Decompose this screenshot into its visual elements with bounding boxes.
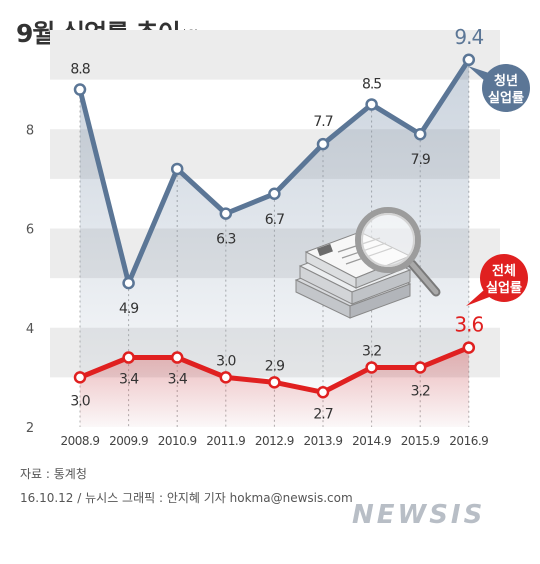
value-label: 3.6 xyxy=(454,313,483,337)
data-point xyxy=(365,361,378,374)
badge-tail xyxy=(466,290,492,306)
value-label: 3.4 xyxy=(119,372,139,388)
documents-magnifier-illustration xyxy=(294,207,441,319)
badge-bubble xyxy=(482,64,530,112)
x-tick-label: 2008.9 xyxy=(61,434,100,448)
data-point xyxy=(316,386,330,399)
data-point xyxy=(219,207,233,220)
badge-bubble xyxy=(480,254,528,302)
value-label: 2.9 xyxy=(265,358,284,374)
x-axis-labels: 2008.9 2009.9 2010.9 2011.9 2012.9 2013.9 2014… xyxy=(61,434,489,448)
source-note: 자료 : 통계청 xyxy=(20,467,87,481)
magnifier-icon xyxy=(355,207,441,297)
value-label: 7.9 xyxy=(411,152,430,168)
badge-label: 실업률 xyxy=(486,280,522,296)
data-point xyxy=(462,341,476,354)
series-area-0 xyxy=(80,59,469,428)
band-3 xyxy=(50,30,500,80)
x-tick-label: 2014.9 xyxy=(352,434,391,448)
data-point xyxy=(170,162,184,176)
data-point xyxy=(268,187,281,201)
data-point xyxy=(268,376,281,389)
x-tick-label: 2010.9 xyxy=(158,434,197,448)
value-label: 6.7 xyxy=(265,212,284,228)
series-points xyxy=(73,53,476,399)
badge-label: 전체 xyxy=(492,263,516,279)
badge-label: 청년 xyxy=(494,73,518,89)
x-tick-label: 2011.9 xyxy=(206,434,245,448)
data-point xyxy=(413,127,427,141)
paper-stack-icon xyxy=(294,231,412,319)
data-point xyxy=(462,53,476,67)
value-label: 3.0 xyxy=(70,393,89,409)
data-point xyxy=(122,351,135,364)
credit-note: 16.10.12 / 뉴시스 그래픽 : 안지혜 기자 hokma@newsis… xyxy=(20,491,353,505)
value-label: 4.9 xyxy=(119,301,138,317)
data-point xyxy=(73,371,87,384)
value-label: 2.7 xyxy=(313,406,332,422)
x-tick-label: 2016.9 xyxy=(449,434,488,448)
x-tick-label: 2013.9 xyxy=(304,434,343,448)
value-label: 3.0 xyxy=(216,353,235,369)
data-point xyxy=(365,98,378,111)
data-point xyxy=(219,371,233,384)
data-point xyxy=(170,351,184,364)
y-tick-label: 8 xyxy=(26,123,34,138)
data-point xyxy=(73,83,87,96)
data-point xyxy=(316,137,330,151)
value-label: 8.5 xyxy=(362,76,381,92)
data-point xyxy=(122,276,135,290)
x-tick-label: 2009.9 xyxy=(109,434,148,448)
x-tick-label: 2015.9 xyxy=(401,434,440,448)
value-label: 8.8 xyxy=(70,62,89,78)
y-axis-ticks: 2 4 6 8 xyxy=(26,123,34,436)
data-point xyxy=(413,361,427,374)
newsis-logo: NEWSIS xyxy=(352,500,486,530)
value-label: 7.7 xyxy=(313,114,332,130)
y-tick-label: 2 xyxy=(26,421,34,436)
value-labels: 8.8 4.9 6.3 6.7 7.7 8.5 7.9 9.4 3.0 3.4 3.4 3.0 2.9 2… xyxy=(70,25,484,422)
x-tick-label: 2012.9 xyxy=(255,434,294,448)
badge-label: 실업률 xyxy=(488,90,524,106)
value-label: 3.4 xyxy=(168,372,188,388)
value-label: 3.2 xyxy=(362,343,381,359)
value-label: 6.3 xyxy=(216,232,235,248)
y-tick-label: 6 xyxy=(26,223,34,238)
y-tick-label: 4 xyxy=(26,322,34,337)
value-label: 9.4 xyxy=(454,25,483,49)
value-label: 3.2 xyxy=(411,383,430,399)
